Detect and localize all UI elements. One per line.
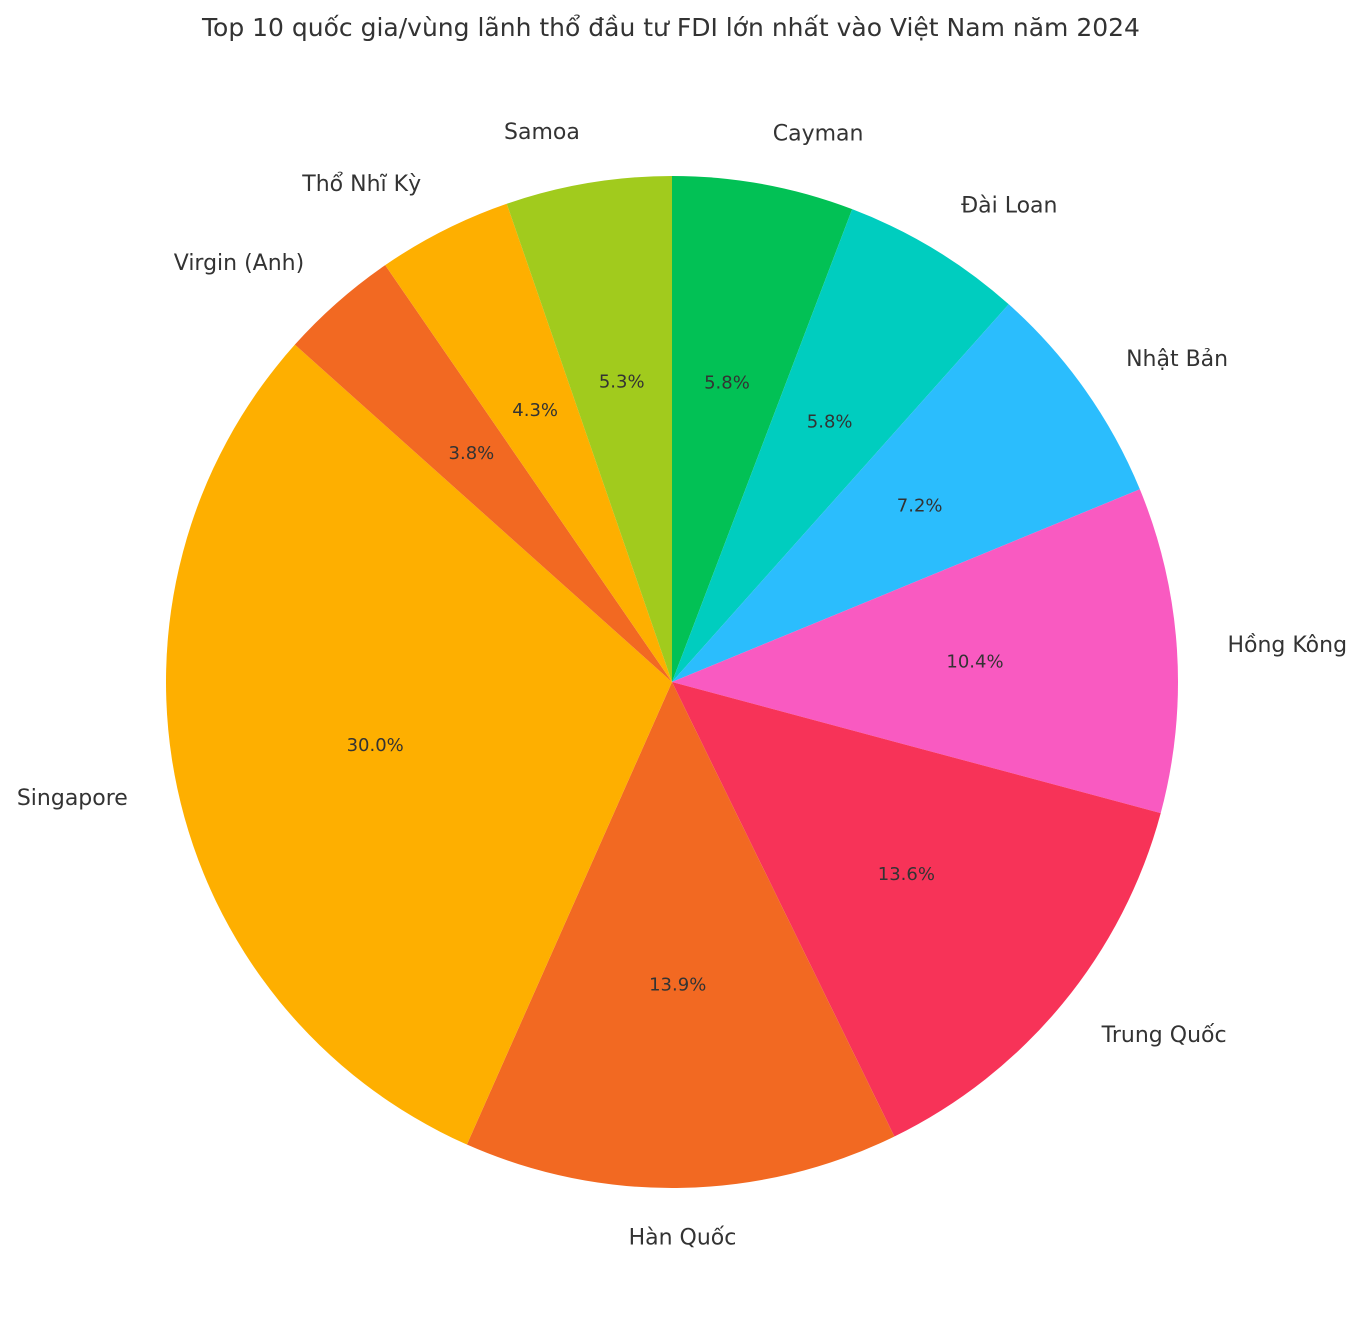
pct-label-singapore: 30.0% bbox=[347, 735, 404, 756]
pct-label-trung-quoc: 13.6% bbox=[878, 864, 935, 885]
pct-label-tho-nhi-ky: 4.3% bbox=[512, 400, 558, 421]
pie-slice-trung-quoc bbox=[672, 682, 1161, 1137]
slice-label-dai-loan: Đài Loan bbox=[961, 193, 1057, 218]
slice-label-trung-quoc: Trung Quốc bbox=[1101, 1023, 1227, 1048]
pct-label-samoa: 5.3% bbox=[599, 372, 645, 393]
pie-slice-hong-kong bbox=[672, 489, 1179, 814]
pct-label-cayman: 5.8% bbox=[704, 372, 750, 393]
pct-label-hong-kong: 10.4% bbox=[946, 651, 1003, 672]
slice-label-hong-kong: Hồng Kông bbox=[1227, 633, 1347, 658]
pct-label-nhat-ban: 7.2% bbox=[897, 495, 943, 516]
category-labels: Cayman Đài Loan Nhật Bản Hồng Kông Trung Quố… bbox=[17, 120, 1347, 1250]
pie-slice-virgin-anh bbox=[294, 265, 672, 682]
slice-label-han-quoc: Hàn Quốc bbox=[629, 1226, 737, 1251]
percentage-labels: 5.8% 5.8% 7.2% 10.4% 13.6% 13.9% 30.0% 3.8% 4.3%… bbox=[347, 372, 1004, 996]
slice-label-tho-nhi-ky: Thổ Nhĩ Kỳ bbox=[301, 172, 421, 197]
pie-slice-singapore bbox=[165, 344, 673, 1145]
slice-label-cayman: Cayman bbox=[773, 122, 864, 147]
slice-label-nhat-ban: Nhật Bản bbox=[1126, 347, 1228, 372]
pie-slice-han-quoc bbox=[466, 682, 895, 1188]
pct-label-virgin-anh: 3.8% bbox=[449, 443, 495, 464]
pie-slices bbox=[165, 176, 1179, 1188]
pie-slice-tho-nhi-ky bbox=[385, 203, 672, 682]
pie-slice-cayman bbox=[672, 176, 853, 682]
slice-label-samoa: Samoa bbox=[504, 120, 580, 145]
slice-label-virgin-anh: Virgin (Anh) bbox=[174, 251, 304, 276]
pct-label-han-quoc: 13.9% bbox=[649, 975, 706, 996]
pie-slice-samoa bbox=[506, 176, 672, 682]
chart-title: Top 10 quốc gia/vùng lãnh thổ đầu tư FDI… bbox=[201, 13, 1140, 42]
slice-label-singapore: Singapore bbox=[17, 786, 128, 811]
pct-label-dai-loan: 5.8% bbox=[807, 412, 853, 433]
pie-slice-nhat-ban bbox=[672, 304, 1140, 682]
pie-slice-dai-loan bbox=[672, 209, 1009, 682]
